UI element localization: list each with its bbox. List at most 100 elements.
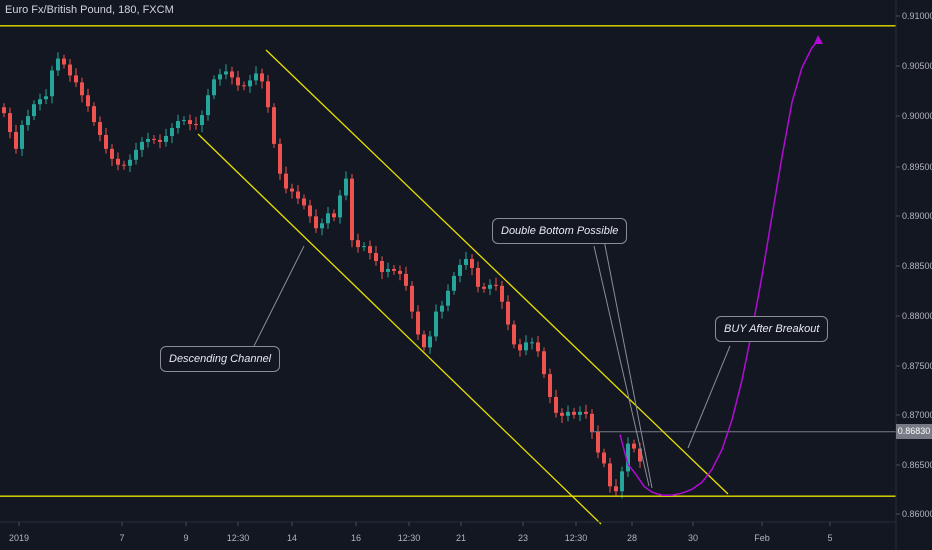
time-tick-label: 2019 — [9, 533, 29, 543]
candle-body-bear — [296, 191, 300, 199]
candle-body-bull — [20, 125, 24, 149]
candle-body-bear — [8, 113, 12, 132]
candle-body-bear — [392, 268, 396, 271]
candle-body-bull — [200, 115, 204, 126]
candle-body-bull — [488, 284, 492, 289]
candle-body-bull — [338, 195, 342, 218]
candle-body-bear — [62, 58, 66, 65]
candle-body-bear — [494, 284, 498, 286]
candle-body-bear — [476, 267, 480, 287]
candle-body-bear — [188, 120, 192, 125]
price-axis[interactable]: 0.91000 0.90500 0.90000 0.89500 0.89000 0.885… — [895, 0, 932, 550]
last-price-label: 0.86830 — [896, 424, 932, 439]
candle-body-bull — [620, 471, 624, 492]
time-tick-label: 21 — [456, 533, 466, 543]
candle-body-bear — [356, 240, 360, 248]
candle-body-bear — [350, 178, 354, 241]
candle-body-bear — [422, 334, 426, 348]
candle-body-bear — [278, 143, 282, 174]
time-tick-label: 14 — [287, 533, 297, 543]
candle-body-bull — [428, 336, 432, 348]
candle-body-bear — [2, 107, 6, 114]
candle-body-bull — [344, 178, 348, 196]
candle-body-bear — [368, 246, 372, 254]
candle-body-bear — [482, 286, 486, 289]
candle-body-bear — [410, 285, 414, 312]
time-axis[interactable]: 2019 7 9 12:30 14 16 12:30 21 23 12:30 28 30 Feb 5 — [0, 521, 896, 543]
price-tick-label: 0.88000 — [902, 311, 932, 321]
candle-body-bear — [614, 486, 618, 492]
candle-body-bull — [254, 73, 258, 81]
candle-body-bear — [152, 138, 156, 140]
time-tick-label: 12:30 — [227, 533, 250, 543]
projection-arrowhead — [814, 35, 823, 44]
candle-body-bear — [560, 412, 564, 416]
candle-body-bull — [170, 128, 174, 136]
candle-body-bear — [260, 73, 264, 82]
channel-upper-line — [265, 49, 729, 495]
candle-body-bear — [608, 463, 612, 487]
candle-body-bear — [404, 273, 408, 286]
candle-body-bear — [86, 95, 90, 107]
breakout-leader-line — [687, 345, 731, 449]
candle-body-bear — [416, 311, 420, 335]
candle-body-bear — [272, 107, 276, 144]
candle-body-bull — [164, 135, 168, 142]
time-tick-label: 9 — [183, 533, 188, 543]
candle-body-bear — [242, 85, 246, 87]
double-bottom-leader-line — [593, 245, 650, 487]
candle-body-bear — [284, 173, 288, 189]
time-tick-label: 23 — [518, 533, 528, 543]
candle-body-bull — [452, 275, 456, 291]
candle-body-bear — [572, 411, 576, 415]
double-bottom-leader-line-2 — [603, 239, 653, 489]
candle-body-bear — [590, 413, 594, 432]
candle-body-bear — [236, 77, 240, 86]
candle-body-bull — [320, 223, 324, 229]
candle-body-bear — [308, 205, 312, 217]
candle-body-bear — [536, 342, 540, 352]
candlestick-series — [2, 52, 642, 499]
candle-body-bull — [128, 159, 132, 166]
candle-body-bull — [248, 80, 252, 87]
candle-body-bear — [68, 64, 72, 76]
candle-body-bull — [38, 99, 42, 105]
candle-body-bull — [464, 259, 468, 265]
candle-body-bull — [44, 96, 48, 100]
candle-body-bear — [554, 396, 558, 413]
candle-body-bear — [332, 213, 336, 218]
time-tick-label: Feb — [754, 533, 770, 543]
candle-body-bull — [182, 120, 186, 122]
price-tick-label: 0.89000 — [902, 211, 932, 221]
candle-body-bull — [440, 305, 444, 312]
candle-body-bear — [398, 270, 402, 274]
double-bottom-text: Double Bottom Possible — [501, 225, 619, 237]
time-tick-label: 28 — [627, 533, 637, 543]
candle-body-bull — [326, 213, 330, 224]
price-tick-label: 0.91000 — [902, 11, 932, 21]
price-tick-label: 0.90000 — [902, 111, 932, 121]
candle-body-bull — [434, 311, 438, 337]
projection-curve — [619, 40, 819, 496]
price-tick-label: 0.87000 — [902, 410, 932, 420]
candle-body-bear — [374, 253, 378, 261]
price-tick-label: 0.86500 — [902, 460, 932, 470]
candle-body-bear — [518, 344, 522, 351]
candle-body-bear — [470, 259, 474, 268]
candle-body-bull — [134, 149, 138, 160]
candle-body-bear — [122, 164, 126, 166]
candle-body-bull — [50, 70, 54, 97]
candle-body-bear — [74, 75, 78, 83]
candle-body-bear — [302, 198, 306, 206]
candle-body-bull — [626, 443, 630, 472]
price-tick-label: 0.86000 — [902, 509, 932, 519]
annotation-leaders — [253, 239, 731, 489]
candle-body-bull — [212, 79, 216, 96]
channel-lower-line — [197, 133, 602, 525]
candle-body-bear — [194, 124, 198, 126]
candle-body-bull — [386, 268, 390, 272]
price-tick-label: 0.88500 — [902, 261, 932, 271]
time-tick-label: 5 — [827, 533, 832, 543]
